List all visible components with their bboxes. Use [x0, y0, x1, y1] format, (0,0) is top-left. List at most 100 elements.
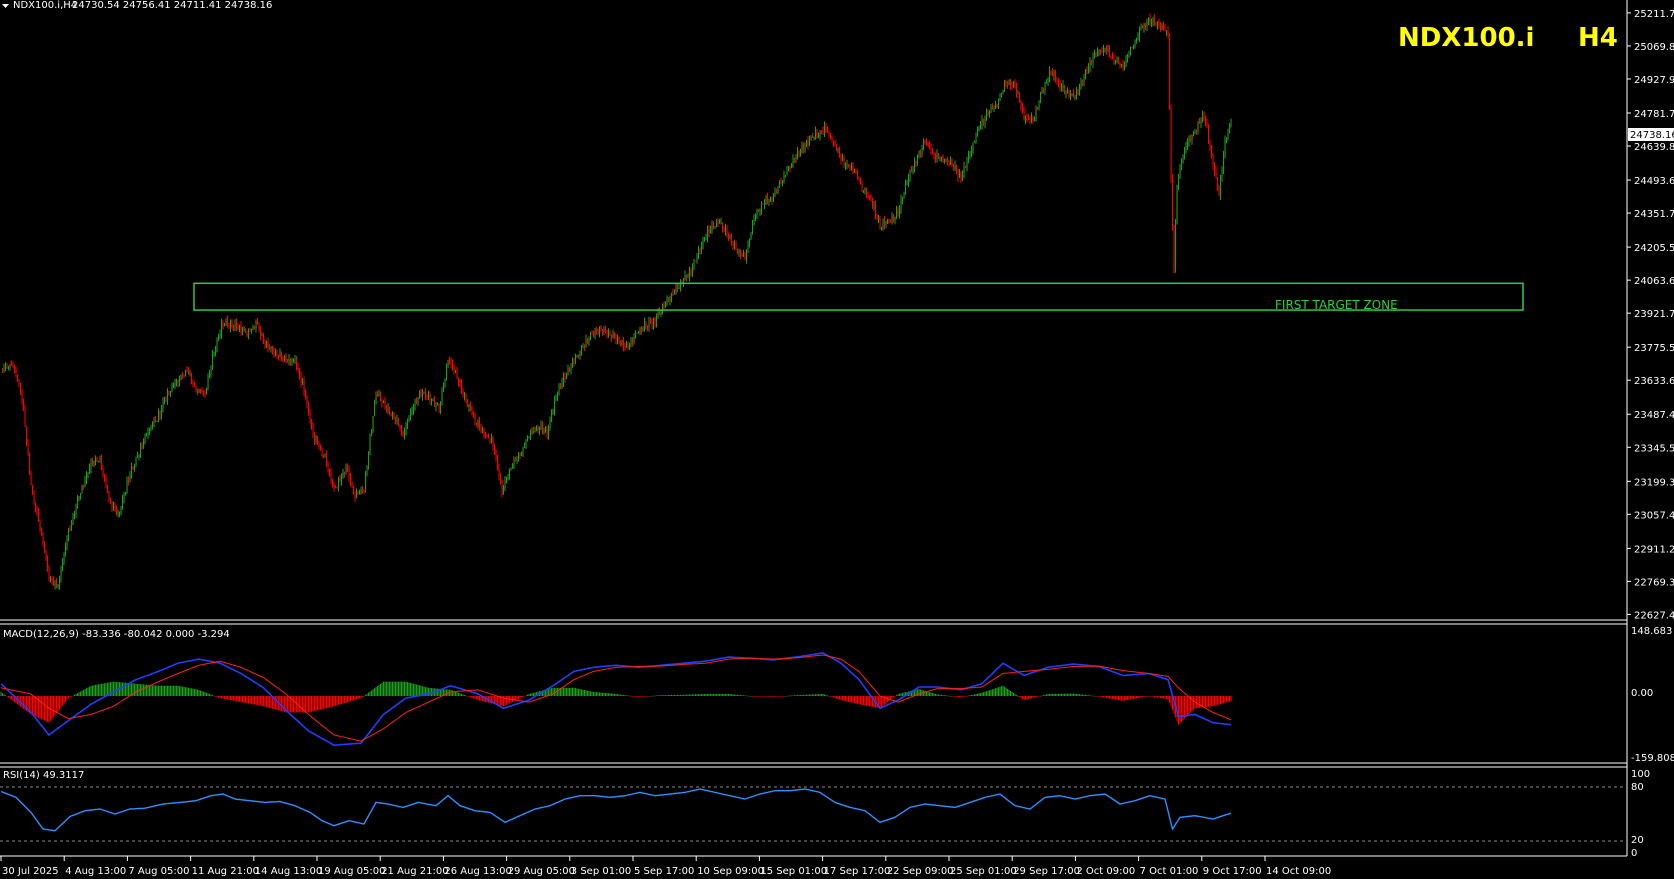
candle	[1226, 137, 1228, 144]
candle	[236, 318, 238, 331]
candle	[408, 414, 410, 422]
macd-bar	[62, 696, 64, 706]
dropdown-icon[interactable]	[2, 4, 9, 8]
macd-bar	[1095, 696, 1097, 697]
macd-bar	[1074, 693, 1076, 696]
candle	[405, 422, 407, 436]
macd-bar	[233, 696, 235, 701]
candle	[287, 358, 289, 364]
macd-bar	[993, 688, 995, 696]
macd-bar	[863, 696, 865, 706]
candle	[774, 187, 776, 198]
candle	[1044, 81, 1046, 96]
macd-bar	[542, 690, 544, 696]
candle	[1217, 177, 1219, 192]
price-tick-label: 22769.30	[1634, 577, 1674, 588]
macd-bar	[839, 696, 841, 700]
candle	[879, 215, 881, 230]
macd-bar	[524, 696, 526, 697]
macd-bar	[425, 686, 427, 696]
candle	[908, 173, 910, 188]
candle	[257, 317, 259, 325]
macd-bar	[120, 682, 122, 696]
candle	[155, 416, 157, 423]
candle	[725, 223, 727, 236]
macd-bar	[491, 696, 493, 704]
macd-bar	[587, 690, 589, 696]
macd-bar	[651, 695, 653, 697]
target-zone-box[interactable]	[193, 282, 1524, 311]
macd-bar	[215, 696, 217, 697]
candle	[536, 425, 538, 432]
candle	[926, 138, 928, 146]
macd-bar	[492, 696, 494, 704]
macd-bar	[1025, 696, 1027, 700]
candle	[1194, 128, 1196, 135]
macd-bar	[776, 696, 778, 697]
candle	[174, 378, 176, 389]
macd-bar	[962, 696, 964, 697]
candle	[189, 369, 191, 377]
macd-bar	[596, 692, 598, 696]
macd-bar	[1017, 696, 1019, 697]
candle	[201, 387, 203, 393]
candle	[791, 163, 793, 169]
candle	[194, 381, 196, 387]
macd-bar	[377, 686, 379, 696]
candle	[831, 135, 833, 143]
candle	[839, 146, 841, 158]
candle	[230, 319, 232, 333]
macd-bar	[189, 688, 191, 696]
macd-bar	[1226, 696, 1228, 703]
candle	[351, 481, 353, 488]
macd-bar	[1173, 696, 1175, 714]
macd-bar	[636, 696, 638, 697]
macd-bar	[365, 694, 367, 696]
candle	[978, 125, 980, 132]
macd-bar	[450, 689, 452, 696]
macd-bar	[1137, 696, 1139, 699]
macd-bar	[354, 696, 356, 700]
candle	[687, 273, 689, 279]
macd-bar	[552, 687, 554, 696]
macd-bar	[471, 696, 473, 698]
candle	[762, 202, 764, 205]
target-zone[interactable]: FIRST TARGET ZONE	[193, 282, 1524, 312]
macd-bar	[107, 682, 109, 696]
candle	[566, 372, 568, 380]
candle	[1035, 105, 1037, 122]
macd-bar	[378, 684, 380, 696]
macd-bar	[366, 693, 368, 696]
macd-bar	[452, 690, 454, 696]
macd-bar	[512, 696, 514, 702]
candle	[1172, 174, 1174, 231]
candle	[632, 337, 634, 347]
candle	[890, 219, 892, 223]
candle	[441, 387, 443, 406]
candle	[1082, 79, 1084, 87]
macd-bar	[309, 696, 311, 713]
macd-bar	[825, 694, 827, 696]
macd-bar	[54, 696, 56, 716]
macd-panel: MACD(12,26,9) -83.336 -80.042 0.000 -3.2…	[0, 626, 1674, 764]
macd-bar	[566, 687, 568, 696]
candle	[767, 192, 769, 205]
macd-bar	[231, 696, 233, 701]
candle	[173, 382, 175, 389]
macd-bar	[375, 687, 377, 696]
candle	[519, 451, 521, 459]
candle	[251, 328, 253, 334]
candle	[375, 391, 377, 405]
macd-bar	[698, 694, 700, 696]
price-tick-label: 24351.70	[1634, 209, 1674, 220]
candle	[851, 162, 853, 171]
macd-bar	[968, 695, 970, 697]
candle	[912, 165, 914, 175]
candle	[534, 426, 536, 433]
candle	[1211, 144, 1213, 159]
macd-bar	[941, 694, 943, 696]
candle	[869, 194, 871, 201]
macd-bar	[1082, 694, 1084, 696]
macd-bar	[501, 696, 503, 706]
